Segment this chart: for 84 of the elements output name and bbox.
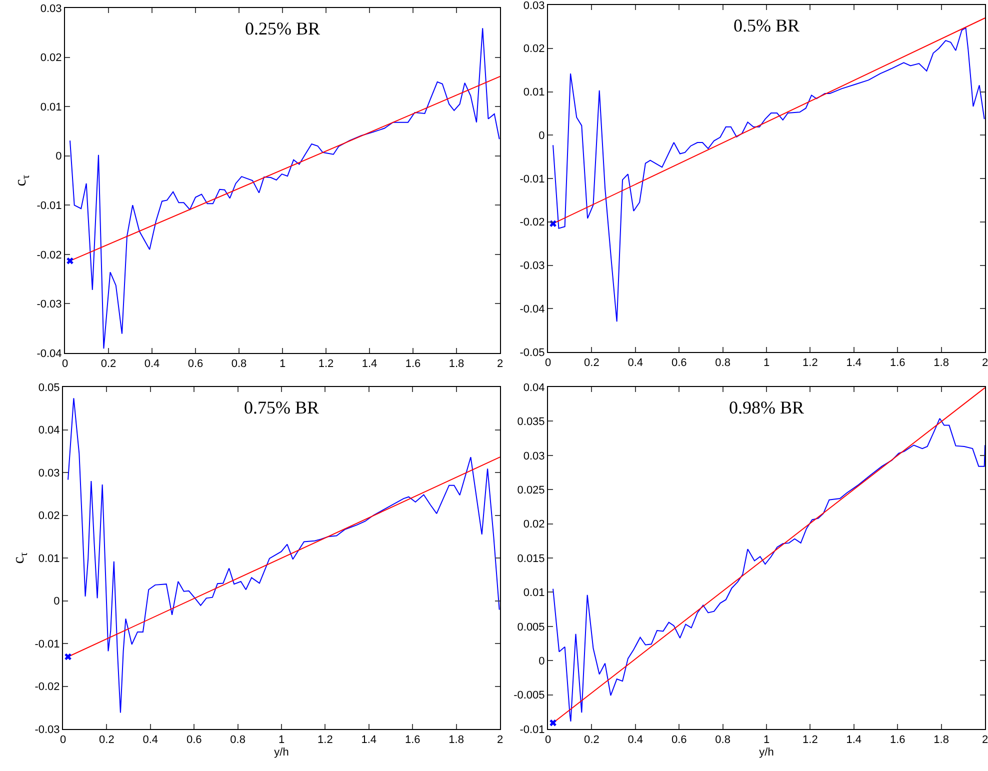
y-tick-label: -0.03 — [520, 260, 545, 272]
x-tick-label: 1.8 — [448, 734, 464, 746]
text: 0.75% BR — [244, 397, 320, 418]
x-tick-label: 0.6 — [671, 357, 687, 370]
y-tick-label: 0.01 — [40, 101, 62, 114]
y-tick-label: 0 — [56, 150, 62, 163]
x-tick-label: 0.2 — [584, 734, 600, 746]
y-tick-label: 0.01 — [523, 86, 545, 99]
y-tick-label: 0.04 — [38, 424, 60, 437]
x-tick-label: 1.4 — [361, 734, 377, 746]
x-axis-title: y/h — [759, 746, 774, 758]
y-tick-label: 0.005 — [517, 621, 545, 634]
y-tick-label: 0.015 — [517, 552, 545, 565]
x-tick-label: 1.2 — [318, 358, 334, 370]
x-tick-label: 0.4 — [142, 734, 158, 746]
x-tick-label: 1.4 — [846, 734, 862, 746]
x-tick-label: 0.4 — [628, 357, 644, 370]
x-tick-label: 2 — [982, 734, 988, 746]
x-tick-label: 0.2 — [100, 358, 116, 370]
x-tick-label: 0.4 — [628, 734, 644, 746]
x-tick-label: 1 — [763, 357, 770, 370]
y-tick-label: -0.02 — [34, 681, 60, 694]
y-tick-label: -0.04 — [520, 303, 545, 316]
x-tick-label: 1.8 — [934, 357, 949, 370]
y-tick-label: 0.03 — [523, 450, 545, 462]
x-tick-label: 1.8 — [448, 358, 464, 370]
y-tick-label: 0 — [538, 130, 545, 142]
x-tick-label: 0.8 — [715, 357, 730, 370]
x-tick-label: 1.4 — [362, 358, 378, 370]
x-tick-label: 1.6 — [404, 734, 420, 746]
x-tick-label: 0.6 — [671, 734, 687, 746]
x-tick-label: 2 — [496, 734, 504, 746]
x-tick-label: 2 — [496, 358, 504, 370]
y-tick-label: -0.03 — [34, 724, 60, 736]
y-tick-label: 0.025 — [517, 484, 545, 496]
x-tick-label: 1.6 — [890, 734, 906, 746]
y-tick-label: -0.01 — [520, 173, 545, 186]
y-tick-label: 0.03 — [40, 2, 62, 15]
x-tick-label: 1.2 — [802, 357, 818, 370]
x-tick-label: 0.8 — [231, 358, 247, 370]
x-tick-label: 1.6 — [405, 358, 421, 370]
x-tick-label: 1.8 — [934, 734, 949, 746]
y-tick-label: -0.01 — [520, 724, 545, 736]
x-tick-label: 0.4 — [144, 358, 160, 370]
y-tick-label: 0.035 — [517, 416, 545, 428]
x-tick-label: 1 — [279, 358, 286, 370]
y-tick-label: -0.04 — [36, 348, 62, 360]
x-axis-title: y/h — [274, 746, 289, 758]
y-tick-label: 0.05 — [38, 382, 60, 394]
x-tick-label: 0.6 — [186, 734, 202, 746]
x-tick-label: 1 — [278, 734, 285, 746]
x-tick-label: 0.8 — [715, 734, 730, 746]
y-tick-label: 0 — [538, 655, 545, 668]
y-tick-label: 0.01 — [38, 552, 60, 565]
line-series — [68, 398, 500, 714]
y-tick-label: -0.02 — [520, 216, 545, 229]
y-tick-label: -0.02 — [36, 249, 62, 262]
y-tick-label: -0.01 — [34, 638, 60, 650]
y-tick-label: -0.03 — [36, 298, 62, 311]
y-tick-label: 0.03 — [38, 467, 60, 480]
x-tick-label: 1.2 — [802, 734, 818, 746]
x-tick-label: 1.4 — [846, 357, 862, 370]
y-tick-label: 0.02 — [523, 43, 545, 56]
y-tick-label: 0.02 — [40, 52, 62, 64]
y-tick-label: 0 — [54, 596, 60, 608]
x-tick-label: 1.2 — [318, 734, 333, 746]
text: 0.25% BR — [244, 18, 320, 38]
y-tick-label: 0.02 — [38, 510, 60, 522]
x-tick-label: 0.2 — [584, 357, 600, 370]
x-tick-label: 0.6 — [188, 358, 204, 370]
y-tick-label: -0.05 — [520, 346, 545, 359]
x-tick-label: 2 — [982, 357, 988, 370]
x-tick-label: 1.6 — [890, 357, 906, 370]
x-tick-label: 0.2 — [99, 734, 114, 746]
y-tick-label: -0.01 — [36, 200, 62, 212]
y-tick-label: 0.01 — [523, 587, 545, 600]
y-tick-label: 0.04 — [523, 382, 545, 394]
text: 0.98% BR — [728, 397, 804, 418]
y-tick-label: 0.02 — [523, 518, 545, 531]
y-tick-label: 0.03 — [523, 0, 545, 12]
x-tick-label: 1 — [763, 734, 770, 746]
x-tick-label: 0.8 — [230, 734, 246, 746]
y-tick-label: -0.005 — [514, 690, 545, 702]
text: 0.5% BR — [733, 15, 800, 36]
